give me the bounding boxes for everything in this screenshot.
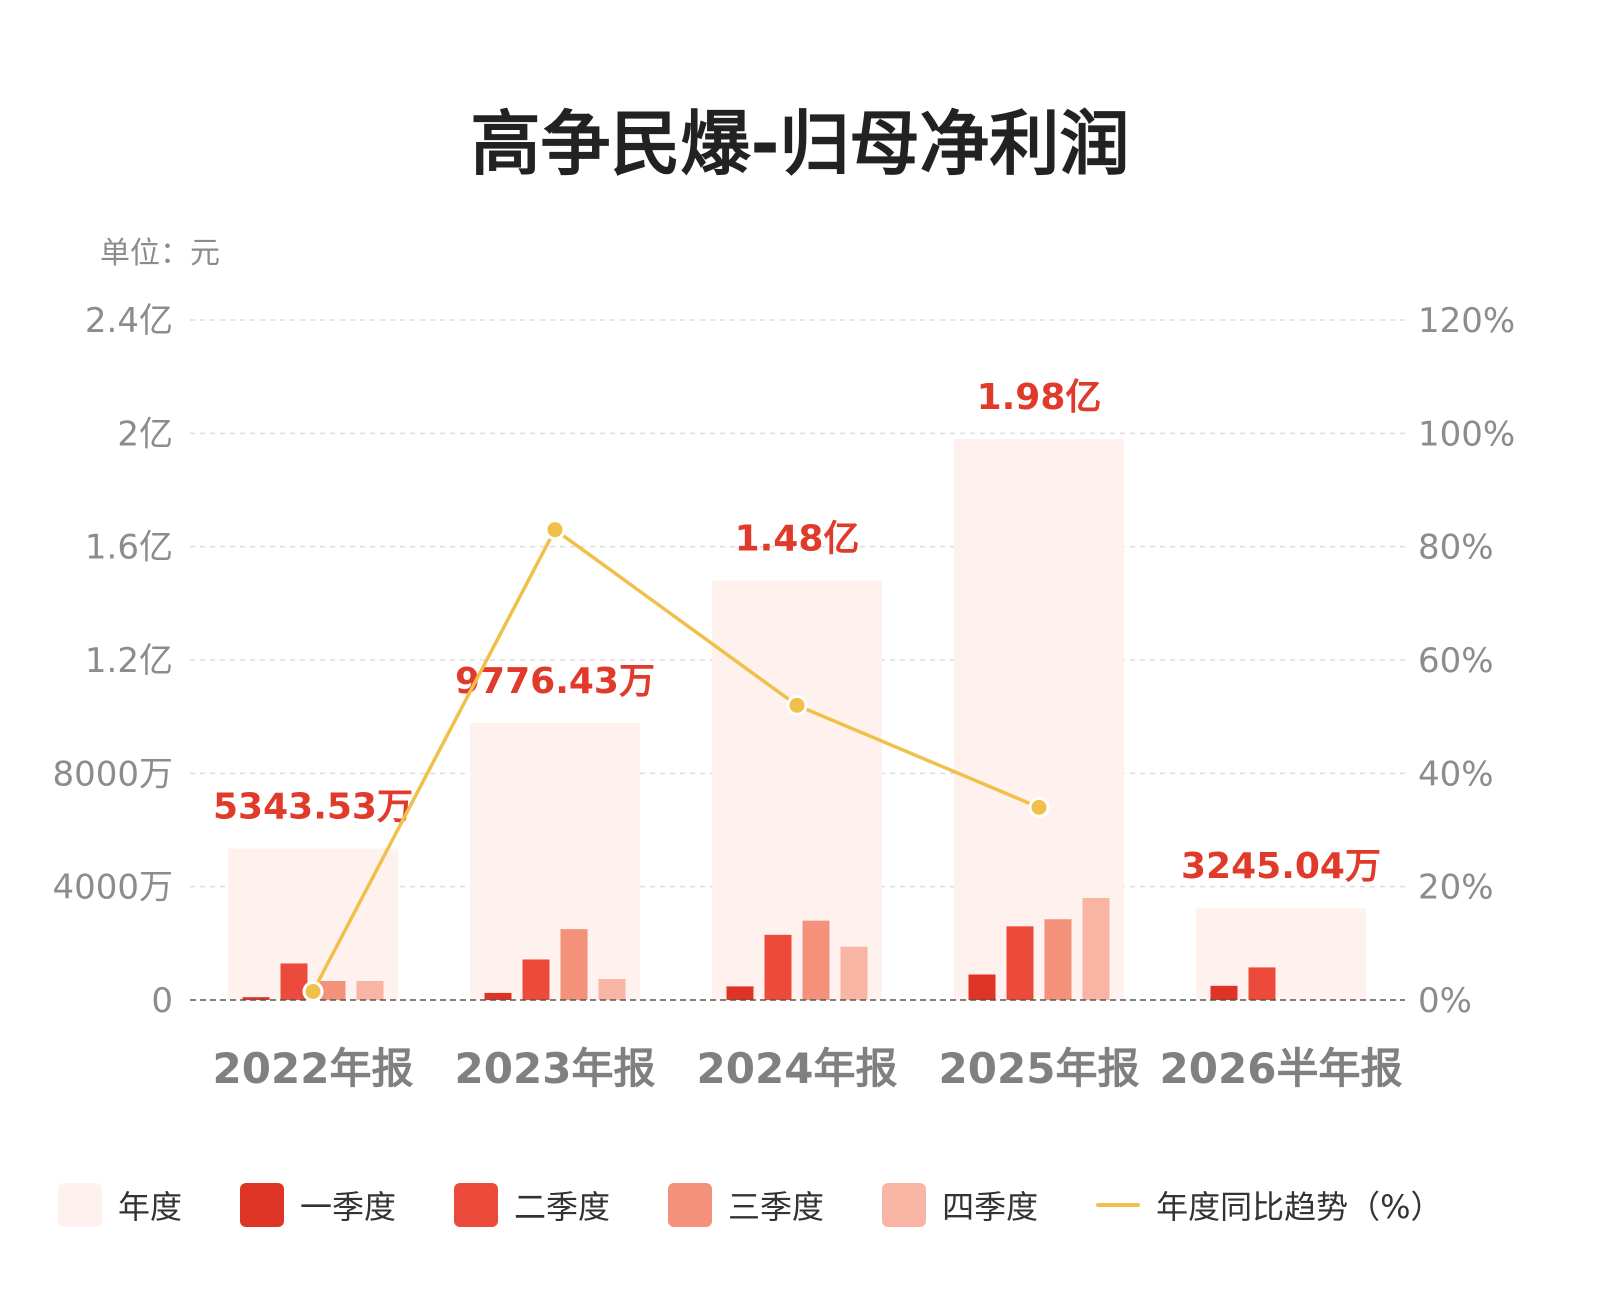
yoy-trend-point[interactable] — [786, 694, 808, 716]
quarter-bar-q4[interactable] — [598, 979, 626, 1000]
x-category-label: 2023年报 — [455, 1044, 656, 1093]
x-category-label: 2022年报 — [213, 1044, 414, 1093]
annual-value-label: 1.98亿 — [977, 377, 1102, 418]
y-right-tick-label: 80% — [1418, 528, 1494, 568]
legend-item-q2[interactable]: 二季度 — [454, 1182, 610, 1228]
legend-swatch-q2 — [454, 1183, 499, 1227]
y-right-tick-label: 100% — [1418, 414, 1515, 454]
yoy-trend-point[interactable] — [302, 981, 324, 1002]
quarter-bar-q1[interactable] — [1210, 985, 1238, 1000]
quarter-bar-q1[interactable] — [484, 992, 512, 1000]
quarter-bar-q4[interactable] — [1082, 898, 1110, 1000]
yoy-trend-point[interactable] — [544, 519, 566, 541]
legend-item-q3[interactable]: 三季度 — [668, 1182, 824, 1228]
legend-label: 年度 — [118, 1188, 183, 1226]
legend-item-q4[interactable]: 四季度 — [882, 1182, 1038, 1228]
annual-bar[interactable] — [712, 580, 882, 1000]
y-left-tick-label: 2亿 — [117, 414, 173, 454]
legend-swatch-q1 — [240, 1183, 285, 1227]
yoy-trend-point[interactable] — [1028, 796, 1050, 818]
annual-bar[interactable] — [470, 723, 640, 1000]
y-right-tick-label: 60% — [1418, 641, 1494, 681]
y-right-tick-label: 40% — [1418, 754, 1494, 794]
quarter-bar-q3[interactable] — [802, 920, 830, 1000]
x-category-label: 2026半年报 — [1160, 1044, 1403, 1093]
y-left-tick-label: 1.2亿 — [85, 641, 173, 681]
y-left-tick-label: 0 — [151, 981, 173, 1021]
quarter-bar-q2[interactable] — [764, 934, 792, 1000]
y-right-tick-label: 0% — [1418, 981, 1472, 1021]
quarter-bar-q3[interactable] — [318, 981, 346, 1000]
y-right-tick-label: 20% — [1418, 868, 1494, 908]
quarter-bar-q4[interactable] — [840, 946, 868, 1000]
annual-value-label: 3245.04万 — [1181, 846, 1381, 887]
quarter-bar-q2[interactable] — [1248, 967, 1276, 1000]
quarter-bar-q2[interactable] — [522, 959, 550, 1000]
quarter-bar-q4[interactable] — [356, 981, 384, 1000]
legend-item-q1[interactable]: 一季度 — [240, 1182, 396, 1228]
legend-swatch-line — [1096, 1203, 1141, 1207]
legend-label: 四季度 — [942, 1188, 1039, 1226]
legend-swatch-q3 — [668, 1183, 713, 1227]
legend-label: 三季度 — [728, 1188, 825, 1226]
chart-title: 高争民爆-归母净利润 — [470, 103, 1130, 185]
y-left-tick-label: 2.4亿 — [85, 301, 173, 341]
y-left-tick-label: 1.6亿 — [85, 528, 173, 568]
annual-bar[interactable] — [1196, 908, 1366, 1000]
y-left-tick-label: 8000万 — [52, 754, 173, 794]
x-category-label: 2025年报 — [939, 1044, 1140, 1093]
unit-label: 单位：元 — [100, 236, 220, 271]
legend-label: 二季度 — [514, 1188, 611, 1226]
legend-label: 一季度 — [300, 1188, 397, 1226]
quarter-bar-q1[interactable] — [968, 974, 996, 1001]
legend: 年度 一季度 二季度 三季度 四季度 年度同比趋势（%） — [58, 1182, 1443, 1228]
x-category-label: 2024年报 — [697, 1044, 898, 1093]
yoy-trend-line — [311, 527, 1040, 993]
quarter-bar-q1[interactable] — [242, 997, 270, 1000]
legend-item-annual[interactable]: 年度 — [58, 1182, 182, 1228]
y-left-tick-label: 4000万 — [52, 868, 173, 908]
legend-label: 年度同比趋势（%） — [1156, 1188, 1443, 1226]
legend-swatch-annual — [58, 1183, 102, 1227]
annual-value-label: 1.48亿 — [735, 519, 860, 560]
y-right-tick-label: 120% — [1418, 301, 1515, 341]
quarter-bar-q3[interactable] — [560, 929, 588, 1000]
quarter-bar-q2[interactable] — [1006, 926, 1034, 1000]
annual-value-label: 5343.53万 — [213, 787, 413, 828]
quarter-bar-q3[interactable] — [1044, 919, 1072, 1000]
annual-bar[interactable] — [228, 848, 398, 1000]
legend-item-yoy-line[interactable]: 年度同比趋势（%） — [1096, 1182, 1443, 1228]
quarter-bar-q1[interactable] — [726, 986, 754, 1000]
legend-swatch-q4 — [882, 1183, 927, 1227]
annual-value-label: 9776.43万 — [455, 661, 655, 702]
